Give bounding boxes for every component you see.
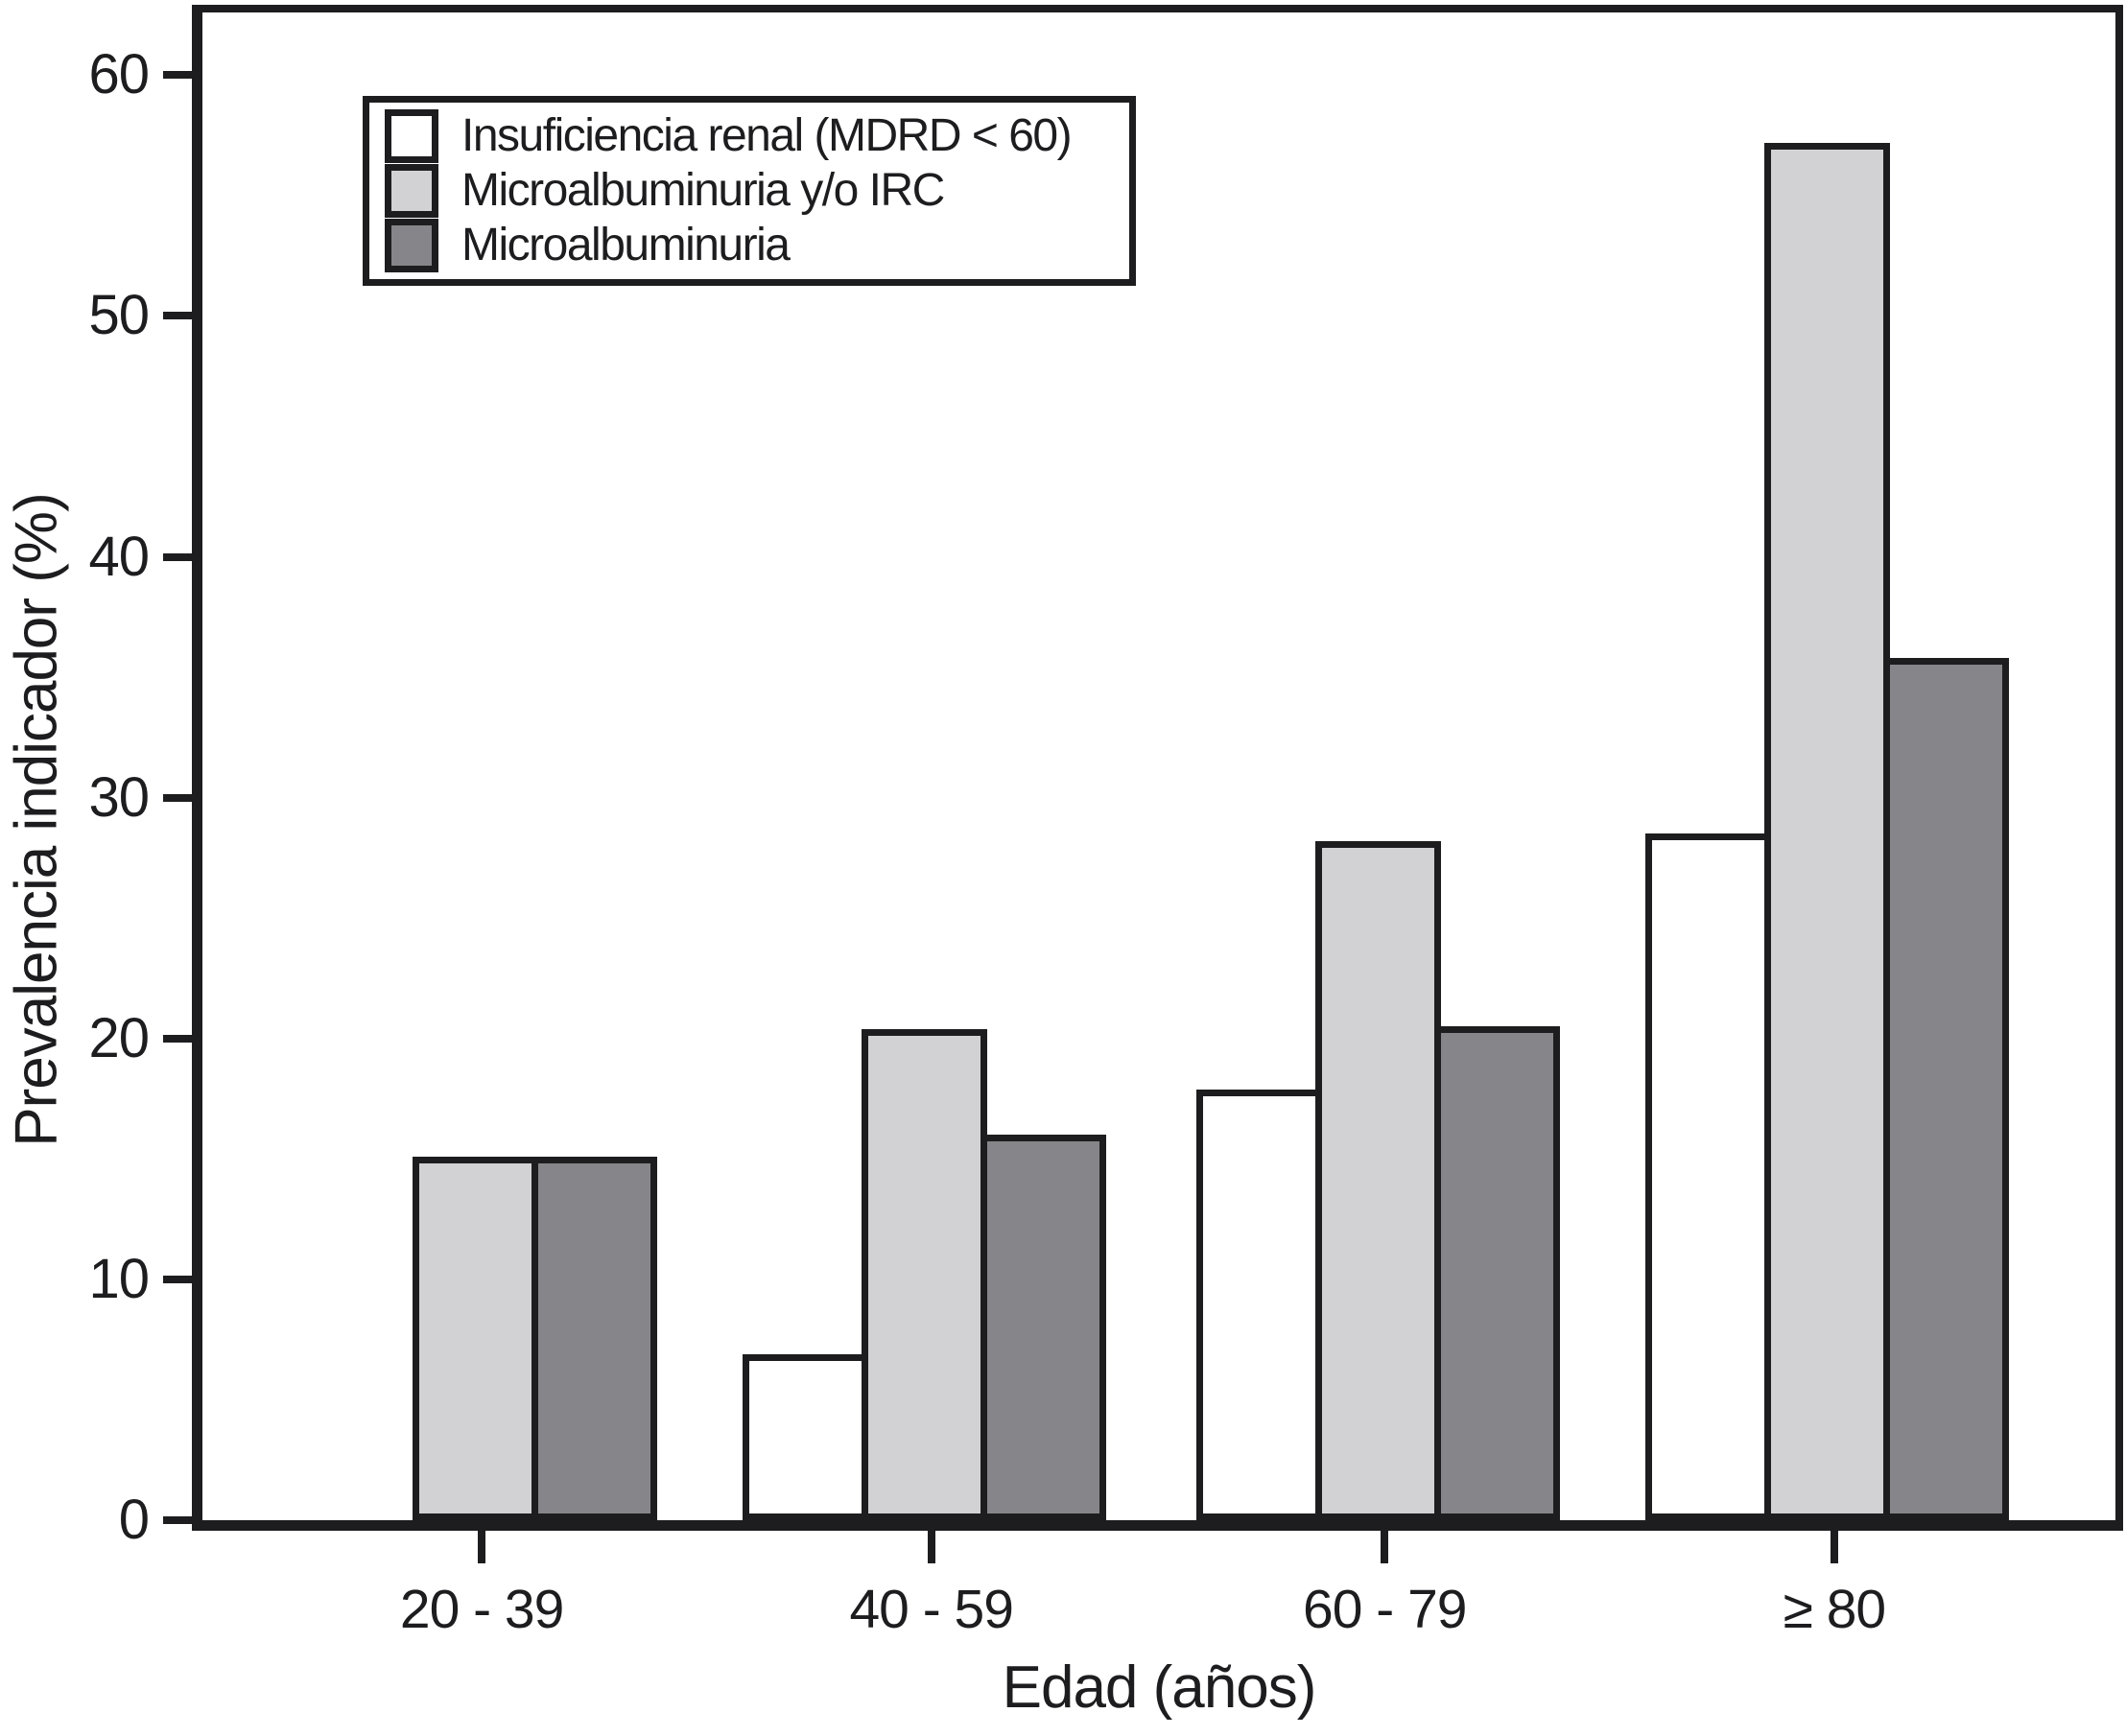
x-tick-mark-1 xyxy=(927,1531,935,1563)
bar-series1-group2 xyxy=(1314,840,1441,1520)
legend-label: Insuficiencia renal (MDRD < 60) xyxy=(461,110,1073,161)
bar-series2-group3 xyxy=(1883,658,2010,1520)
x-tick-mark-2 xyxy=(1381,1531,1389,1563)
bar-series0-group2 xyxy=(1195,1089,1322,1520)
bar-series2-group0 xyxy=(531,1156,657,1520)
plot-area xyxy=(192,5,2123,1531)
bar-series1-group3 xyxy=(1764,142,1891,1520)
y-tick-mark-60 xyxy=(163,71,192,80)
legend-item-microalbuminuria-irc: Microalbuminuria y/o IRC xyxy=(385,164,1114,218)
y-tick-mark-0 xyxy=(163,1516,192,1524)
y-tick-mark-40 xyxy=(163,552,192,561)
x-tick-mark-3 xyxy=(1830,1531,1838,1563)
y-tick-label-10: 10 xyxy=(88,1247,150,1310)
x-axis-title: Edad (años) xyxy=(1002,1654,1317,1721)
y-tick-label-0: 0 xyxy=(118,1489,150,1551)
bar-series2-group1 xyxy=(980,1135,1107,1520)
legend-label: Microalbuminuria y/o IRC xyxy=(461,165,945,216)
y-tick-label-50: 50 xyxy=(88,284,150,347)
bar-series1-group0 xyxy=(412,1156,538,1520)
y-tick-label-60: 60 xyxy=(88,43,150,106)
bar-series1-group1 xyxy=(862,1028,988,1520)
y-tick-mark-50 xyxy=(163,312,192,320)
legend: Insuficiencia renal (MDRD < 60) Microalb… xyxy=(363,96,1136,286)
x-tick-label-1: 40 - 59 xyxy=(849,1579,1013,1640)
bars-layer xyxy=(202,12,2115,1520)
y-tick-mark-30 xyxy=(163,793,192,802)
x-tick-label-3: ≥ 80 xyxy=(1783,1579,1887,1640)
bar-series0-group3 xyxy=(1645,833,1772,1520)
y-tick-label-20: 20 xyxy=(88,1006,150,1069)
y-tick-label-40: 40 xyxy=(88,525,150,588)
bar-series2-group2 xyxy=(1433,1026,1560,1520)
legend-swatch-insuficiencia-renal xyxy=(385,109,438,163)
bar-series0-group1 xyxy=(743,1353,869,1520)
x-tick-label-2: 60 - 79 xyxy=(1303,1579,1467,1640)
y-tick-mark-10 xyxy=(163,1275,192,1283)
legend-swatch-microalbuminuria-irc xyxy=(385,164,438,218)
y-tick-mark-20 xyxy=(163,1034,192,1043)
legend-item-insuficiencia-renal: Insuficiencia renal (MDRD < 60) xyxy=(385,109,1114,163)
y-tick-label-30: 30 xyxy=(88,765,150,829)
legend-item-microalbuminuria: Microalbuminuria xyxy=(385,219,1114,272)
legend-label: Microalbuminuria xyxy=(461,220,791,270)
x-tick-mark-0 xyxy=(478,1531,486,1563)
x-tick-label-0: 20 - 39 xyxy=(399,1579,564,1640)
legend-swatch-microalbuminuria xyxy=(385,219,438,272)
